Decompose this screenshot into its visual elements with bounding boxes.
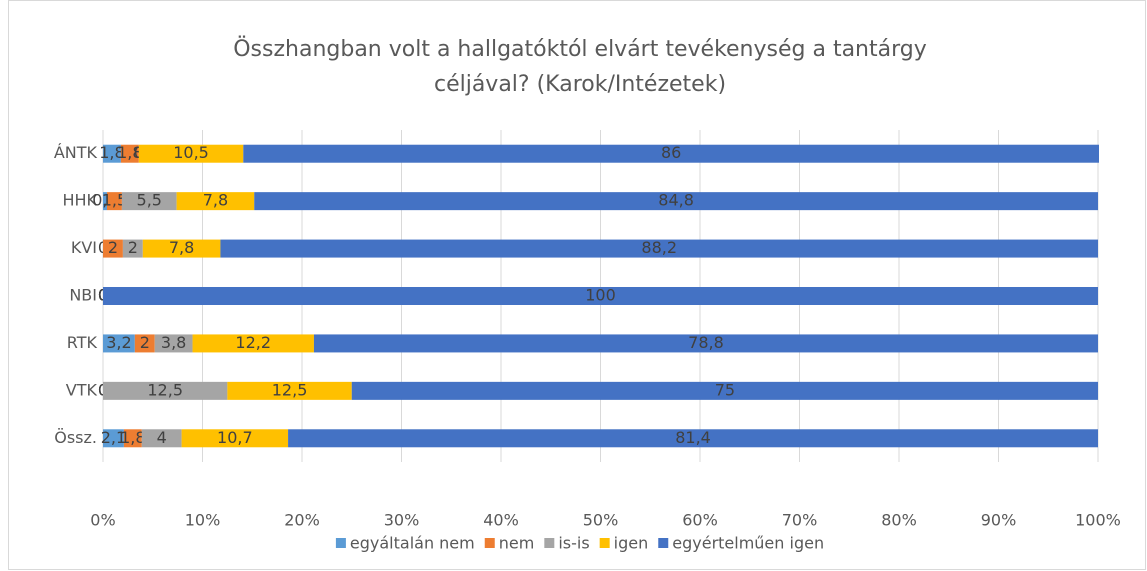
- x-tick-label: 30%: [384, 511, 420, 530]
- bar-segment: [103, 144, 121, 163]
- value-label: 12,2: [235, 333, 271, 352]
- value-label: 84,8: [658, 191, 694, 210]
- value-label: 7,8: [169, 238, 194, 257]
- value-label: 78,8: [688, 333, 724, 352]
- bar-segment: [103, 239, 123, 258]
- bar-segment: [103, 334, 135, 353]
- y-tick-label: RTK: [67, 333, 98, 352]
- value-label: 5,5: [137, 191, 162, 210]
- value-label: 88,2: [641, 238, 677, 257]
- value-label: 2,1: [101, 428, 126, 447]
- bar-segment: [121, 192, 177, 211]
- value-label: 2: [140, 333, 150, 352]
- bar-segment: [134, 334, 155, 353]
- bar-segment: [103, 429, 124, 448]
- value-label: 86: [661, 143, 681, 162]
- bar-segment: [254, 192, 1099, 211]
- x-tick-label: 40%: [483, 511, 519, 530]
- bar-segment: [123, 429, 142, 448]
- bar-segment: [120, 144, 139, 163]
- y-tick-label: NBI: [69, 286, 97, 305]
- legend-label: is-is: [558, 534, 589, 553]
- bar-segment: [103, 287, 1098, 305]
- legend-marker: [335, 538, 346, 548]
- y-tick-label: Össz.: [54, 428, 97, 447]
- y-tick-label: VTK: [66, 380, 98, 399]
- value-label: 75: [715, 380, 735, 399]
- bar-segment: [192, 334, 314, 353]
- bar-segment: [351, 381, 1098, 400]
- y-tick-label: HHK: [62, 191, 97, 210]
- bar-segment: [220, 239, 1098, 258]
- value-label: 2: [128, 238, 138, 257]
- value-label: 10,5: [173, 143, 209, 162]
- value-label: 2: [108, 238, 118, 257]
- x-tick-label: 90%: [981, 511, 1017, 530]
- x-tick-label: 10%: [185, 511, 221, 530]
- legend-marker: [484, 538, 495, 548]
- bar-segment: [138, 144, 244, 163]
- value-label: 10,7: [217, 428, 253, 447]
- value-label: 1,5: [102, 191, 127, 210]
- legend-label: igen: [614, 534, 649, 553]
- bar-segment: [243, 144, 1099, 163]
- legend-marker: [658, 538, 669, 548]
- chart-border: [8, 0, 1146, 570]
- chart-title: Összhangban volt a hallgatóktól elvárt t…: [233, 36, 927, 62]
- x-tick-label: 100%: [1075, 511, 1121, 530]
- bar-segment: [313, 334, 1098, 353]
- x-tick-label: 60%: [682, 511, 718, 530]
- x-tick-label: 70%: [782, 511, 818, 530]
- bar-segment: [227, 381, 352, 400]
- value-label: 81,4: [675, 428, 711, 447]
- value-label: 1,8: [120, 428, 145, 447]
- bar-segment: [181, 429, 289, 448]
- value-label: 7,8: [203, 191, 228, 210]
- x-tick-label: 80%: [881, 511, 917, 530]
- value-label: 3,8: [161, 333, 186, 352]
- y-tick-label: KVI: [71, 238, 97, 257]
- value-label: 1,8: [117, 143, 142, 162]
- bar-segment: [103, 192, 107, 211]
- value-label: 12,5: [272, 380, 308, 399]
- legend-marker: [599, 538, 610, 548]
- legend-label: nem: [499, 534, 535, 553]
- bar-segment: [288, 429, 1098, 448]
- bar-segment: [154, 334, 193, 353]
- value-label: 3,2: [106, 333, 131, 352]
- value-label: 1,8: [99, 143, 124, 162]
- value-label: 100: [585, 286, 616, 305]
- x-tick-label: 20%: [284, 511, 320, 530]
- bar-segment: [106, 192, 122, 211]
- y-tick-label: ÁNTK: [54, 143, 98, 162]
- x-tick-label: 50%: [583, 511, 619, 530]
- legend-marker: [544, 538, 555, 548]
- bar-segment: [103, 381, 228, 400]
- chart-title: céljával? (Karok/Intézetek): [434, 72, 726, 97]
- bar-segment: [176, 192, 255, 211]
- legend-label: egyáltalán nem: [350, 534, 475, 553]
- bar-segment: [122, 239, 143, 258]
- legend-label: egyértelműen igen: [672, 534, 824, 553]
- bar-segment: [142, 239, 221, 258]
- value-label: 12,5: [147, 380, 183, 399]
- value-label: 4: [157, 428, 167, 447]
- bar-segment: [141, 429, 182, 448]
- x-tick-label: 0%: [90, 511, 115, 530]
